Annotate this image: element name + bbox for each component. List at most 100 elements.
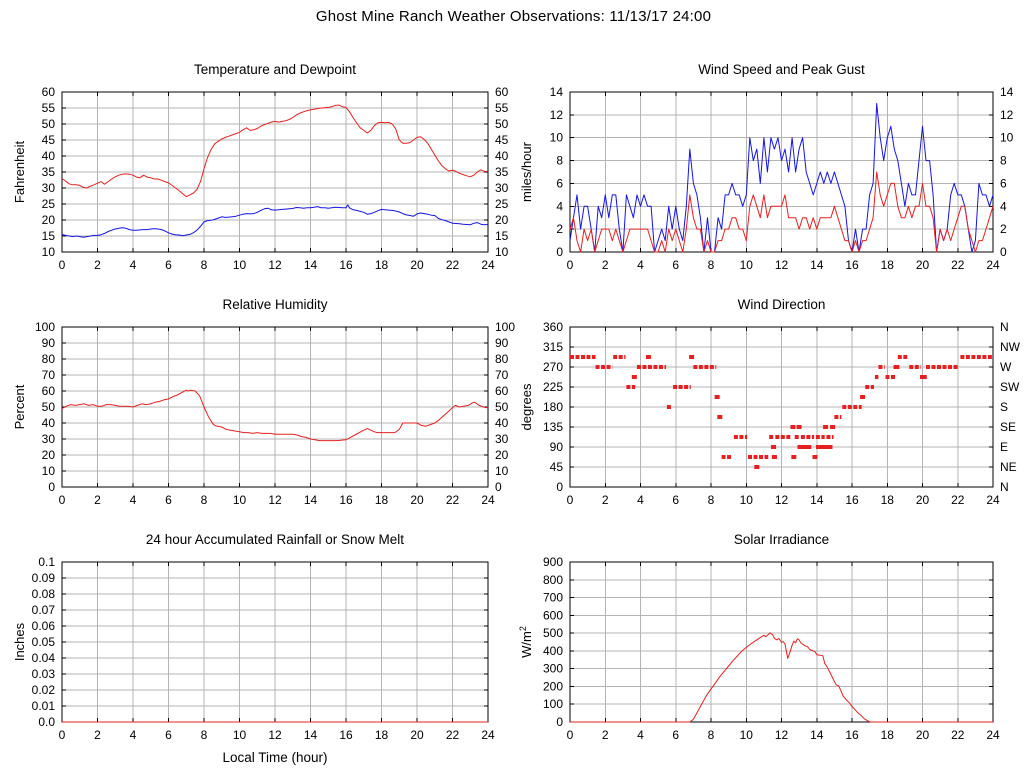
series-relative_humidity [61, 389, 489, 442]
svg-text:24: 24 [986, 493, 1000, 507]
svg-text:0: 0 [1000, 245, 1007, 259]
svg-text:24: 24 [986, 728, 1000, 742]
svg-text:70: 70 [42, 368, 56, 382]
svg-text:0.1: 0.1 [38, 556, 55, 569]
svg-text:N: N [1000, 321, 1009, 334]
y-axis-label: Percent [12, 384, 27, 429]
x-axis-label: Local Time (hour) [222, 750, 327, 765]
svg-text:22: 22 [951, 728, 965, 742]
svg-text:12: 12 [775, 728, 789, 742]
svg-text:14: 14 [304, 493, 318, 507]
svg-text:10: 10 [42, 464, 56, 478]
svg-text:10: 10 [550, 131, 564, 145]
svg-text:0: 0 [556, 715, 563, 729]
svg-text:300: 300 [543, 662, 563, 676]
svg-text:30: 30 [495, 181, 509, 195]
svg-text:60: 60 [42, 384, 56, 398]
svg-text:20: 20 [42, 448, 56, 462]
chart-title: Temperature and Dewpoint [193, 62, 357, 77]
svg-text:45: 45 [42, 133, 56, 147]
svg-text:90: 90 [550, 440, 564, 454]
svg-text:40: 40 [42, 416, 56, 430]
svg-text:2: 2 [602, 493, 609, 507]
svg-text:16: 16 [339, 493, 353, 507]
svg-text:700: 700 [543, 591, 563, 605]
page-title: Ghost Mine Ranch Weather Observations: 1… [315, 8, 712, 25]
svg-text:6: 6 [1000, 176, 1007, 190]
svg-text:8: 8 [201, 258, 208, 272]
svg-text:35: 35 [42, 165, 56, 179]
svg-text:2: 2 [556, 222, 563, 236]
svg-text:50: 50 [495, 400, 509, 414]
chart-title: Solar Irradiance [733, 532, 830, 547]
svg-text:16: 16 [339, 728, 353, 742]
svg-text:16: 16 [845, 493, 859, 507]
svg-text:10: 10 [233, 493, 247, 507]
svg-text:70: 70 [495, 368, 509, 382]
svg-text:15: 15 [495, 229, 509, 243]
svg-text:20: 20 [916, 258, 930, 272]
svg-text:12: 12 [268, 493, 282, 507]
svg-text:20: 20 [495, 448, 509, 462]
svg-text:S: S [1000, 400, 1008, 414]
svg-text:0: 0 [567, 493, 574, 507]
svg-text:315: 315 [543, 340, 563, 354]
series-direction [570, 355, 993, 469]
svg-text:4: 4 [637, 728, 644, 742]
svg-text:10: 10 [42, 245, 56, 259]
svg-text:80: 80 [495, 352, 509, 366]
svg-text:6: 6 [672, 258, 679, 272]
grid-lines [61, 326, 489, 488]
svg-text:50: 50 [42, 117, 56, 131]
chart-rainfall: 24 hour Accumulated Rainfall or Snow Mel… [0, 530, 520, 765]
tick-marks [569, 326, 994, 488]
svg-text:10: 10 [233, 258, 247, 272]
svg-text:40: 40 [495, 149, 509, 163]
svg-text:6: 6 [165, 258, 172, 272]
svg-text:800: 800 [543, 573, 563, 587]
svg-text:NW: NW [1000, 340, 1021, 354]
rainfall-plot: 0.0 0.01 0.02 0.03 0.04 0.05 0.06 0.07 0.08 0.09 0… [12, 556, 495, 765]
svg-text:10: 10 [740, 728, 754, 742]
grid-lines [61, 561, 489, 723]
svg-text:8: 8 [708, 728, 715, 742]
svg-text:100: 100 [543, 697, 563, 711]
svg-text:2: 2 [94, 258, 101, 272]
svg-text:0.07: 0.07 [32, 603, 56, 617]
y-axis-label: miles/hour [519, 141, 534, 202]
svg-text:12: 12 [775, 258, 789, 272]
svg-text:180: 180 [543, 400, 563, 414]
svg-text:24: 24 [481, 493, 495, 507]
svg-text:2: 2 [602, 728, 609, 742]
chart-solar-irradiance: Solar Irradiance 0 100 200 300 400 500 600 700 8… [507, 530, 1027, 748]
svg-text:14: 14 [810, 493, 824, 507]
svg-text:18: 18 [375, 493, 389, 507]
svg-text:0: 0 [556, 245, 563, 259]
svg-text:8: 8 [201, 493, 208, 507]
svg-text:20: 20 [916, 728, 930, 742]
svg-text:6: 6 [672, 728, 679, 742]
svg-text:0.02: 0.02 [32, 683, 56, 697]
svg-text:2: 2 [1000, 222, 1007, 236]
svg-text:22: 22 [951, 258, 965, 272]
svg-text:135: 135 [543, 420, 563, 434]
svg-text:0: 0 [495, 480, 502, 494]
svg-text:8: 8 [708, 258, 715, 272]
svg-text:W: W [1000, 360, 1012, 374]
svg-text:90: 90 [495, 336, 509, 350]
svg-text:40: 40 [42, 149, 56, 163]
series-peak_gust [569, 102, 994, 253]
svg-text:6: 6 [672, 493, 679, 507]
svg-text:14: 14 [550, 86, 564, 99]
svg-text:24: 24 [481, 728, 495, 742]
series-solar_irradiance [570, 632, 993, 723]
svg-text:2: 2 [94, 493, 101, 507]
svg-text:14: 14 [304, 728, 318, 742]
svg-text:0.05: 0.05 [32, 635, 56, 649]
svg-text:8: 8 [201, 728, 208, 742]
